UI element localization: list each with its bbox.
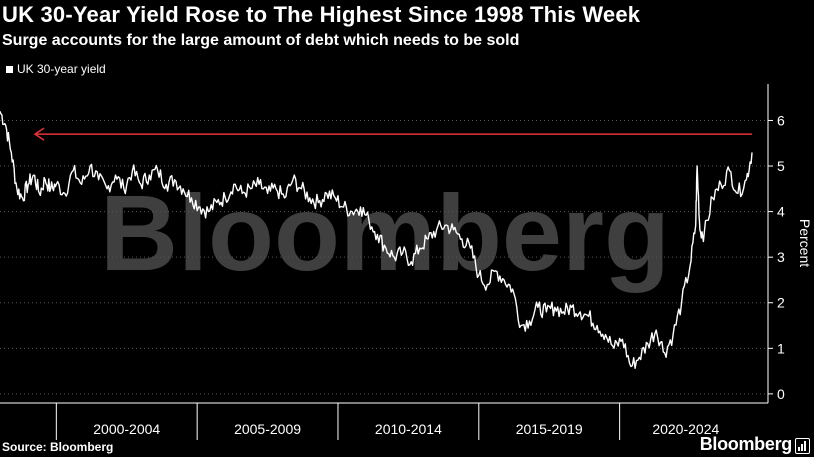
y-axis-label: Percent xyxy=(797,219,813,267)
source-note: Source: Bloomberg xyxy=(2,440,114,454)
y-tick-label: 0 xyxy=(777,386,785,402)
x-tick-label: 2010-2014 xyxy=(375,421,442,437)
y-tick-label: 3 xyxy=(777,249,785,265)
x-axis: 2000-2004 2005-2009 2010-2014 2015-2019 2020… xyxy=(0,402,768,440)
legend-swatch xyxy=(6,65,13,73)
chart-subtitle: Surge accounts for the large amount of d… xyxy=(2,32,520,49)
x-tick-label: 2020-2024 xyxy=(652,421,719,437)
x-tick-label: 2005-2009 xyxy=(234,421,301,437)
y-tick-label: 4 xyxy=(777,204,785,220)
y-tick-label: 1 xyxy=(777,340,785,356)
arrow-head xyxy=(33,127,45,141)
y-tick-label: 5 xyxy=(777,158,785,174)
grid-lines xyxy=(0,119,768,395)
bar-chart-icon xyxy=(795,438,810,454)
chart-title: UK 30-Year Yield Rose to The Highest Sin… xyxy=(2,2,641,27)
legend-label: UK 30-year yield xyxy=(17,62,106,76)
bloomberg-watermark: Bloomberg xyxy=(100,172,670,293)
series-line xyxy=(0,111,753,369)
bloomberg-logo: Bloomberg xyxy=(699,434,793,454)
legend: UK 30-year yield xyxy=(6,62,106,76)
y-axis: 0 1 2 3 4 5 6 xyxy=(767,84,785,403)
x-tick-label: 2000-2004 xyxy=(93,421,160,437)
highest-arrow xyxy=(33,127,752,141)
y-tick-label: 2 xyxy=(777,295,785,311)
y-tick-label: 6 xyxy=(777,112,785,128)
x-tick-label: 2015-2019 xyxy=(516,421,583,437)
series-uk-30-year-yield xyxy=(0,111,753,369)
